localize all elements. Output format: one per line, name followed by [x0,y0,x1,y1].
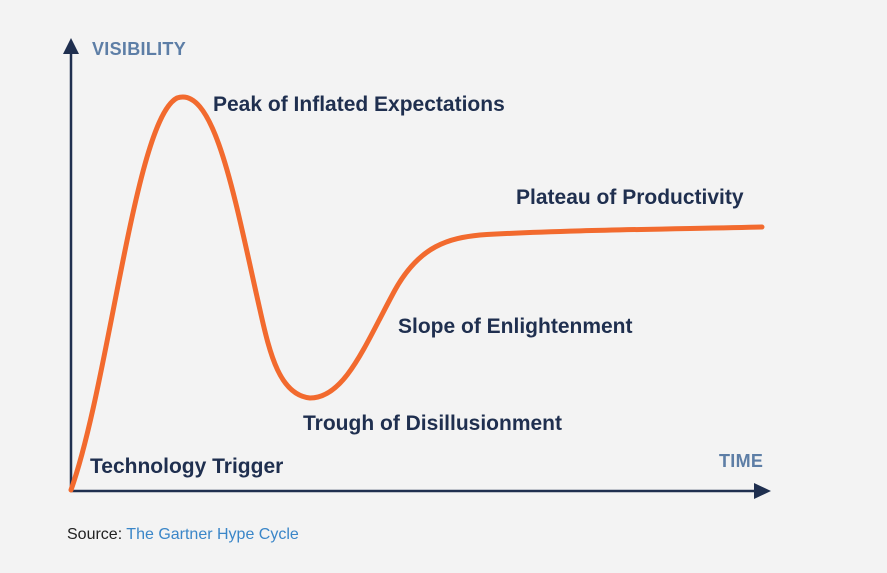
y-axis-arrow-icon [63,38,79,54]
label-trough-of-disillusionment: Trough of Disillusionment [303,412,562,435]
label-peak-of-inflated-expectations: Peak of Inflated Expectations [213,93,505,116]
y-axis-title: VISIBILITY [92,39,186,59]
source-prefix: Source: [67,526,123,543]
source-line: Source: The Gartner Hype Cycle [67,526,299,544]
x-axis-title: TIME [719,451,763,471]
label-slope-of-enlightenment: Slope of Enlightenment [398,315,633,338]
x-axis-arrow-icon [754,483,771,499]
label-technology-trigger: Technology Trigger [90,455,283,478]
label-plateau-of-productivity: Plateau of Productivity [516,186,744,209]
source-link[interactable]: The Gartner Hype Cycle [126,526,299,543]
hype-curve [68,94,765,493]
